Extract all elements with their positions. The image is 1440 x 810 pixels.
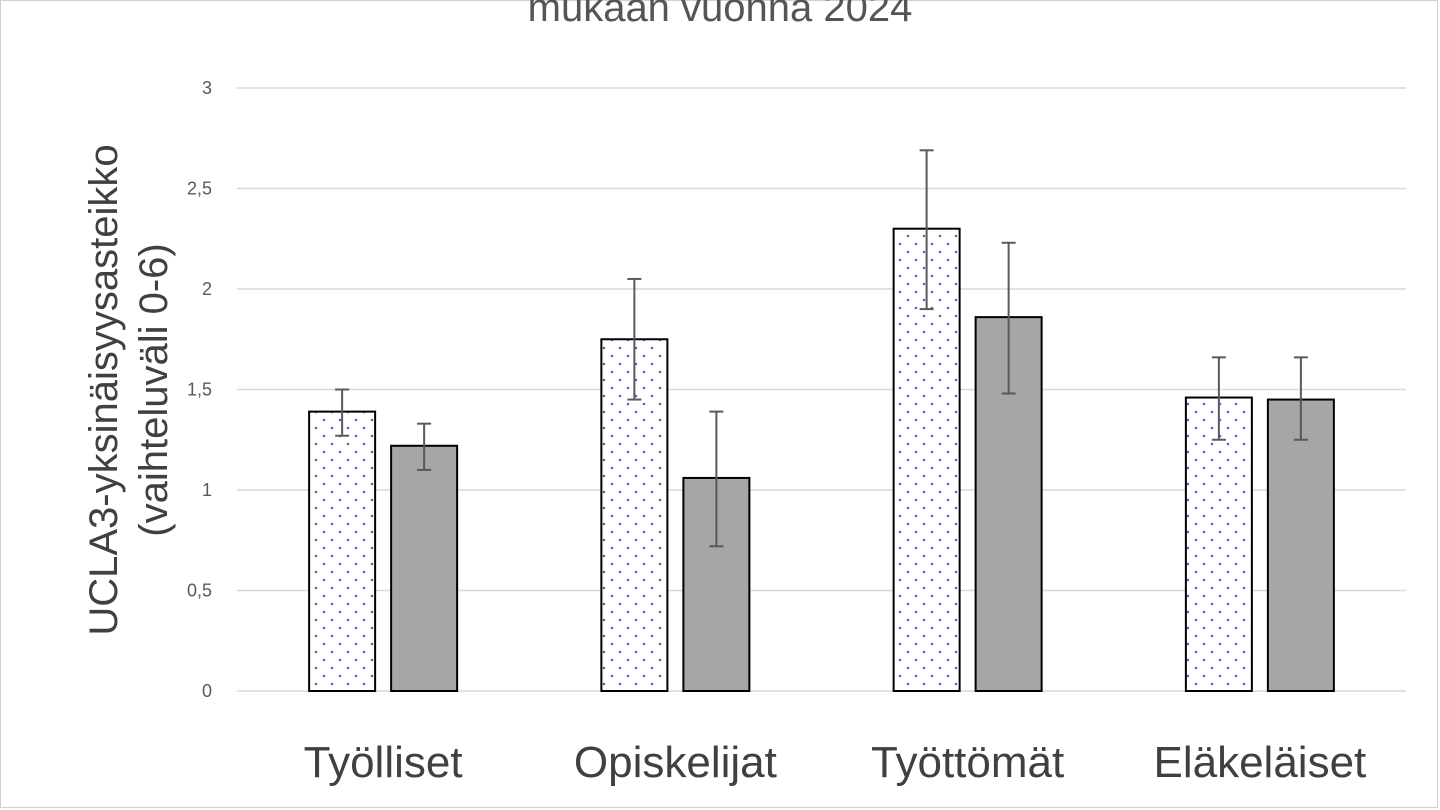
category-label: Työlliset [304, 738, 463, 787]
bars [308, 227, 1335, 692]
y-tick-label: 1,5 [187, 380, 212, 400]
category-labels: Työlliset Opiskelijat Työttömät Eläkeläiset [304, 738, 1367, 787]
bar [308, 410, 377, 692]
y-tick-label: 1 [202, 480, 212, 500]
bar [1184, 396, 1253, 692]
error-bars [335, 149, 1308, 548]
chart-title: mukaan vuonna 2024 [527, 0, 913, 30]
category-label: Opiskelijat [574, 738, 777, 787]
bar [1266, 398, 1335, 692]
category-label: Työttömät [871, 738, 1064, 787]
y-axis-title-line: (vaihteluväli 0-6) [132, 243, 176, 536]
category-label: Eläkeläiset [1153, 738, 1366, 787]
y-axis-title-line: UCLA3-yksinäisyysasteikko [82, 144, 126, 635]
y-tick-labels: 0 0,5 1 1,5 2 2,5 3 [187, 78, 212, 701]
bar [390, 444, 459, 692]
y-tick-label: 3 [202, 78, 212, 98]
y-tick-label: 2 [202, 279, 212, 299]
y-tick-label: 0,5 [187, 581, 212, 601]
y-tick-label: 2,5 [187, 179, 212, 199]
y-axis-title: UCLA3-yksinäisyysasteikko (vaihteluväli 0… [82, 144, 176, 635]
y-tick-label: 0 [202, 681, 212, 701]
